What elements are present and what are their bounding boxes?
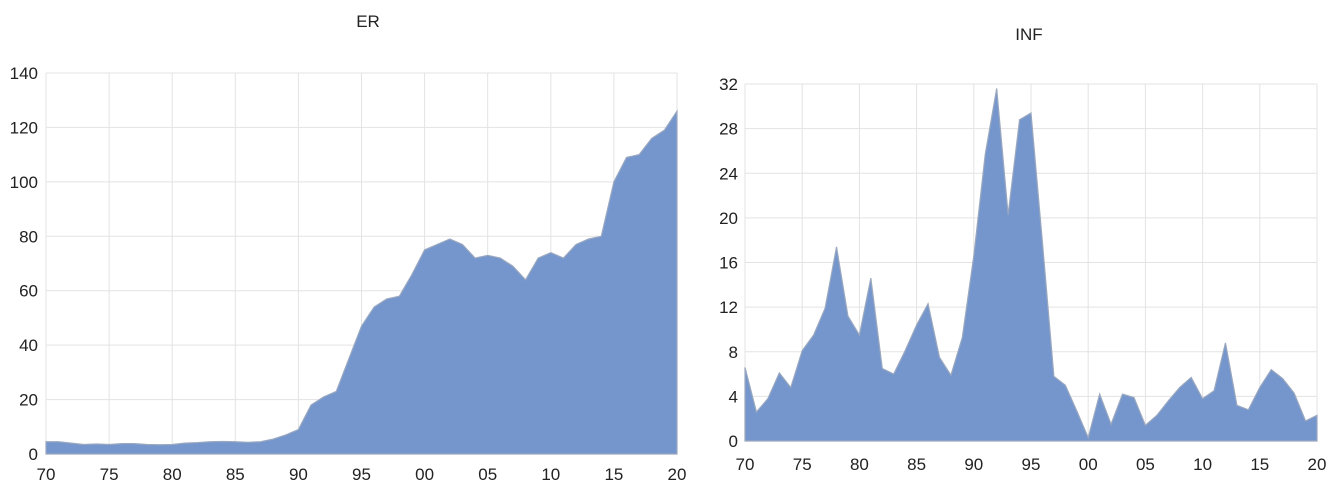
inf-y-tick-label: 20 [719,209,738,228]
er-y-tick-label: 80 [19,227,38,246]
er-chart-svg: ER 0 20 40 60 80 100 120 140 70 75 80 85 90 95 00 05 10… [10,12,687,484]
er-chart-title: ER [356,12,380,31]
er-y-tick-label: 120 [10,118,38,137]
inf-y-tick-label: 24 [719,164,738,183]
inf-x-tick-label: 20 [1308,455,1327,474]
inf-x-tick-label: 70 [736,455,755,474]
er-x-tick-label: 95 [352,465,371,484]
inf-x-tick-label: 00 [1079,455,1098,474]
inf-chart-svg: INF 0 4 8 12 16 20 24 28 32 70 75 80 85 90 95 00 05 10 15… [719,25,1327,474]
er-y-tick-label: 40 [19,336,38,355]
inf-x-tick-label: 85 [907,455,926,474]
inf-x-tick-label: 80 [850,455,869,474]
er-x-axis: 70 75 80 85 90 95 00 05 10 15 20 [37,465,687,484]
er-y-tick-label: 100 [10,173,38,192]
er-x-tick-label: 20 [668,465,687,484]
inf-x-tick-label: 95 [1022,455,1041,474]
er-area-series [45,109,678,455]
inf-y-axis: 0 4 8 12 16 20 24 28 32 [719,75,738,451]
er-y-tick-label: 60 [19,282,38,301]
er-chart: ER 0 20 40 60 80 100 120 140 70 75 80 85 90 95 00 05 10… [10,12,687,484]
er-y-tick-label: 140 [10,64,38,83]
inf-area-series [744,88,1318,442]
er-x-tick-label: 90 [289,465,308,484]
inf-x-axis: 70 75 80 85 90 95 00 05 10 15 20 [736,455,1327,474]
er-x-tick-label: 05 [478,465,497,484]
er-x-tick-label: 75 [100,465,119,484]
inf-y-tick-label: 8 [729,343,738,362]
er-x-tick-label: 70 [37,465,56,484]
er-y-tick-label: 20 [19,391,38,410]
er-x-tick-label: 85 [226,465,245,484]
er-x-tick-label: 00 [415,465,434,484]
inf-chart: INF 0 4 8 12 16 20 24 28 32 70 75 80 85 90 95 00 05 10 15… [700,0,1343,487]
er-y-tick-label: 0 [29,445,38,464]
inf-x-tick-label: 05 [1136,455,1155,474]
er-x-tick-label: 10 [541,465,560,484]
er-x-tick-label: 80 [163,465,182,484]
inf-y-tick-label: 28 [719,120,738,139]
er-x-tick-label: 15 [604,465,623,484]
inf-y-tick-label: 12 [719,298,738,317]
inf-y-tick-label: 16 [719,254,738,273]
inf-x-tick-label: 10 [1193,455,1212,474]
inf-x-tick-label: 15 [1250,455,1269,474]
inf-chart-title: INF [1015,25,1042,44]
er-y-axis: 0 20 40 60 80 100 120 140 [10,64,38,464]
inf-x-tick-label: 90 [964,455,983,474]
inf-y-tick-label: 4 [729,387,738,406]
inf-x-tick-label: 75 [793,455,812,474]
inf-y-tick-label: 32 [719,75,738,94]
inf-y-tick-label: 0 [729,432,738,451]
